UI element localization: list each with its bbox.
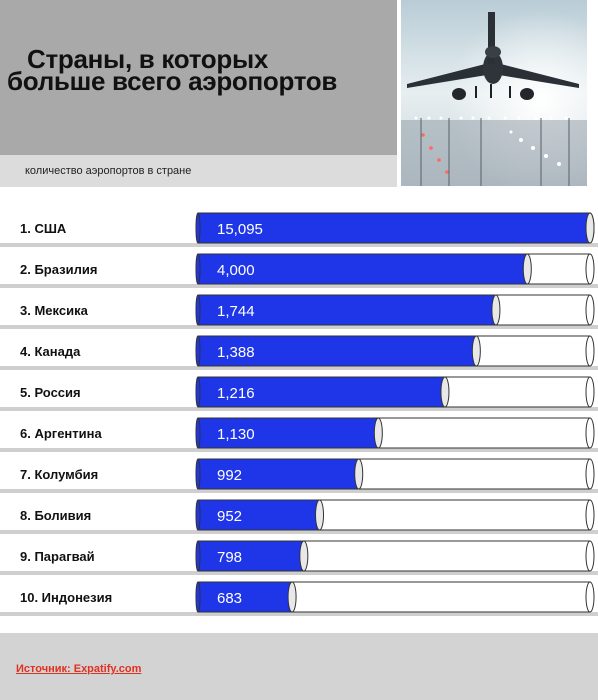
category-label: 3. Мексика <box>20 303 89 318</box>
bar-end-cap <box>287 581 297 613</box>
bar-track-end <box>585 294 595 326</box>
bar-end-cap <box>491 294 501 326</box>
bar <box>197 376 446 408</box>
bar <box>197 581 293 613</box>
category-label: 7. Колумбия <box>20 467 98 482</box>
bar-start-cap <box>195 581 201 613</box>
row-separator <box>0 407 598 411</box>
bar-end-cap <box>471 335 481 367</box>
value-label: 683 <box>217 590 242 607</box>
row-separator <box>0 489 598 493</box>
bar-end-cap <box>354 458 364 490</box>
header-panel <box>0 0 397 155</box>
bar-track-end <box>585 335 595 367</box>
airport-count-bar-chart: 1. США 15,095 2. Бразилия 4,000 3. Мексика 1,… <box>0 206 598 616</box>
value-label: 992 <box>217 467 242 484</box>
row-separator <box>0 448 598 452</box>
category-label: 10. Индонезия <box>20 590 112 605</box>
chart-subtitle: количество аэропортов в стране <box>25 165 192 177</box>
bar-start-cap <box>195 212 201 244</box>
category-label: 5. Россия <box>20 385 81 400</box>
bar <box>197 294 497 326</box>
bar <box>197 458 360 490</box>
bar-start-cap <box>195 253 201 285</box>
category-label: 6. Аргентина <box>20 426 102 441</box>
bar-track-end <box>585 417 595 449</box>
title-line-1: Страны, в которых <box>27 44 269 74</box>
title-line-2: больше всего аэропортов <box>7 66 338 96</box>
category-label: 2. Бразилия <box>20 262 97 277</box>
bar-track-end <box>585 253 595 285</box>
bar-end-cap <box>585 212 595 244</box>
airplane-icon <box>401 0 587 186</box>
footer-panel <box>0 633 598 700</box>
category-label: 8. Боливия <box>20 508 91 523</box>
bar-start-cap <box>195 540 201 572</box>
row-separator <box>0 243 598 247</box>
bar-start-cap <box>195 294 201 326</box>
bar-end-cap <box>522 253 532 285</box>
value-label: 1,744 <box>217 303 255 320</box>
bar <box>197 540 305 572</box>
bar-start-cap <box>195 335 201 367</box>
value-label: 1,388 <box>217 344 255 361</box>
value-label: 1,216 <box>217 385 255 402</box>
bar-track-end <box>585 458 595 490</box>
row-separator <box>0 325 598 329</box>
bar-end-cap <box>373 417 383 449</box>
bar <box>197 499 321 531</box>
bar <box>197 335 477 367</box>
bar-end-cap <box>315 499 325 531</box>
bar-track-end <box>585 540 595 572</box>
row-separator <box>0 284 598 288</box>
value-label: 15,095 <box>217 221 263 238</box>
category-label: 1. США <box>20 221 67 236</box>
bar-end-cap <box>299 540 309 572</box>
subtitle-panel <box>0 155 397 187</box>
bar-start-cap <box>195 458 201 490</box>
bar-start-cap <box>195 376 201 408</box>
bar-start-cap <box>195 499 201 531</box>
row-separator <box>0 366 598 370</box>
airplane-landing-photo <box>401 0 587 186</box>
source-link[interactable]: Источник: Expatify.com <box>16 663 142 675</box>
bar-track-end <box>585 376 595 408</box>
page-title: Страны, в которых больше всего аэропорто… <box>0 44 397 96</box>
bar <box>197 212 591 244</box>
row-separator <box>0 612 598 616</box>
category-label: 9. Парагвай <box>20 549 95 564</box>
bar-end-cap <box>440 376 450 408</box>
category-label: 4. Канада <box>20 344 81 359</box>
value-label: 1,130 <box>217 426 255 443</box>
bar-track-end <box>585 581 595 613</box>
bar-track-end <box>585 499 595 531</box>
value-label: 4,000 <box>217 262 255 279</box>
value-label: 798 <box>217 549 242 566</box>
row-separator <box>0 571 598 575</box>
row-separator <box>0 530 598 534</box>
bar-start-cap <box>195 417 201 449</box>
value-label: 952 <box>217 508 242 525</box>
bar <box>197 417 379 449</box>
